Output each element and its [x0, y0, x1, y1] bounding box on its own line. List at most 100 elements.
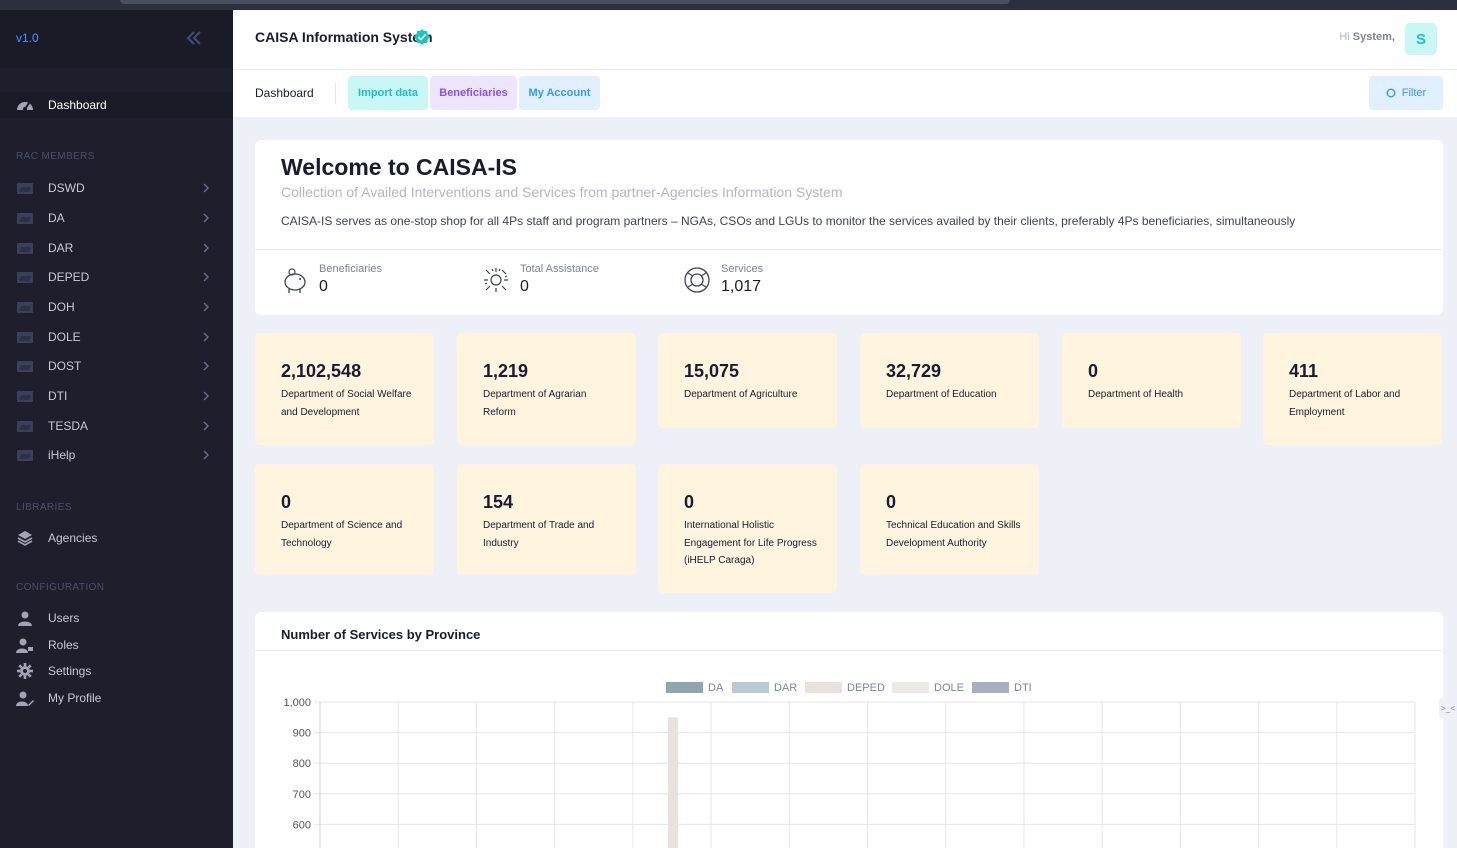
import-data-button[interactable]: Import data: [348, 76, 428, 110]
lifebuoy-icon: [684, 267, 710, 293]
piggy-bank-icon: [284, 268, 306, 293]
breadcrumb[interactable]: Dashboard: [255, 86, 314, 100]
sidebar-item-label: iHelp: [48, 448, 76, 462]
avatar[interactable]: S: [1405, 23, 1437, 55]
section-rac-members: RAC MEMBERS: [16, 151, 95, 162]
sidebar-item-dti[interactable]: DTI: [0, 383, 233, 409]
section-libraries: LIBRARIES: [16, 502, 72, 513]
sidebar-item-agencies[interactable]: Agencies: [0, 525, 233, 551]
sidebar-item-roles[interactable]: Roles: [0, 632, 233, 658]
flag-icon: [16, 447, 34, 463]
filter-label: Filter: [1401, 87, 1427, 99]
flag-icon: [16, 269, 34, 285]
y-tick-label: 900: [293, 728, 311, 740]
gear-icon: [16, 663, 34, 679]
stat-value: 0: [319, 278, 328, 295]
sidebar-item-dar[interactable]: DAR: [0, 235, 233, 261]
agency-card-dole[interactable]: 411 Department of Labor and Employment: [1263, 333, 1442, 445]
agency-card-tesda[interactable]: 0 Technical Education and Skills Develop…: [860, 464, 1039, 575]
gauge-icon: [16, 97, 34, 113]
sidebar-item-ihelp[interactable]: iHelp: [0, 442, 233, 468]
layers-icon: [16, 530, 34, 546]
stat-label: Beneficiaries: [319, 263, 382, 275]
sidebar-item-label: DEPED: [48, 270, 90, 284]
agency-card-doh[interactable]: 0 Department of Health: [1062, 333, 1241, 428]
divider: [255, 650, 1443, 651]
my-account-button[interactable]: My Account: [519, 76, 600, 110]
welcome-subtitle: Collection of Availed Interventions and …: [281, 184, 843, 200]
sidebar-item-label: DTI: [48, 389, 68, 403]
sidebar-item-deped[interactable]: DEPED: [0, 264, 233, 290]
sidebar: v1.0 Dashboard RAC MEMBERS DSWD DA DAR D…: [0, 10, 233, 848]
agency-name: Technical Education and Skills Developme…: [886, 520, 1021, 549]
sidebar-item-da[interactable]: DA: [0, 205, 233, 231]
chevron-right-icon: [203, 391, 209, 401]
flag-icon: [16, 358, 34, 374]
legend-label: DAR: [774, 682, 797, 694]
sidebar-item-label: Dashboard: [48, 98, 107, 112]
flag-icon: [16, 240, 34, 256]
y-tick-label: 600: [293, 819, 311, 831]
agency-card-dar[interactable]: 1,219 Department of Agrarian Reform: [457, 333, 636, 445]
sidebar-item-dost[interactable]: DOST: [0, 353, 233, 379]
legend-label: DA: [708, 682, 724, 694]
sidebar-item-label: Settings: [48, 664, 92, 678]
y-tick-label: 800: [293, 758, 311, 770]
sidebar-item-settings[interactable]: Settings: [0, 658, 233, 684]
chevron-right-icon: [203, 272, 209, 282]
user-icon: [16, 610, 34, 626]
verified-badge-icon: [414, 29, 430, 45]
legend-swatch: [892, 682, 929, 693]
sidebar-item-dswd[interactable]: DSWD: [0, 175, 233, 201]
sidebar-item-dole[interactable]: DOLE: [0, 324, 233, 350]
top-header: CAISA Information System Hi System, S: [233, 10, 1457, 70]
agency-count: 32,729: [886, 361, 942, 381]
agency-count: 0: [281, 492, 292, 512]
services-chart: DA DAR DEPED DOLE DTI 1,000 900 800 700 600: [283, 682, 1416, 848]
agency-card-deped[interactable]: 32,729 Department of Education: [860, 333, 1039, 428]
agency-count: 0: [1088, 361, 1099, 381]
legend-swatch: [805, 682, 842, 693]
sidebar-item-label: DOST: [48, 359, 82, 373]
sidebar-item-users[interactable]: Users: [0, 605, 233, 631]
agency-name: Department of Agriculture: [684, 389, 798, 400]
agency-name: Department of Trade and Industry: [483, 520, 595, 549]
sidebar-item-dashboard[interactable]: Dashboard: [0, 92, 233, 118]
agency-count: 154: [483, 492, 514, 512]
app-title: CAISA Information System: [255, 29, 433, 45]
divider: [255, 249, 1443, 250]
user-greeting: Hi System,: [1339, 31, 1395, 43]
agency-name: Department of Agrarian Reform: [483, 389, 587, 418]
sidebar-item-label: TESDA: [48, 419, 89, 433]
stat-label: Services: [721, 263, 764, 275]
confetti-icon: [484, 268, 508, 292]
sidebar-item-tesda[interactable]: TESDA: [0, 413, 233, 439]
agency-card-dswd[interactable]: 2,102,548 Department of Social Welfare a…: [255, 333, 434, 445]
legend-label: DEPED: [847, 682, 885, 694]
beneficiaries-button[interactable]: Beneficiaries: [430, 76, 517, 110]
sidebar-item-my-profile[interactable]: My Profile: [0, 685, 233, 711]
welcome-card: Welcome to CAISA-IS Collection of Availe…: [255, 140, 1443, 315]
sidebar-item-label: My Profile: [48, 691, 102, 705]
sidebar-item-doh[interactable]: DOH: [0, 294, 233, 320]
agency-card-dti[interactable]: 154 Department of Trade and Industry: [457, 464, 636, 575]
side-toggle-icon[interactable]: >_<: [1439, 698, 1457, 718]
chevron-right-icon: [203, 243, 209, 253]
flag-icon: [16, 210, 34, 226]
legend-label: DOLE: [934, 682, 964, 694]
agency-count: 411: [1289, 361, 1319, 381]
agency-name: International Holistic Engagement for Li…: [684, 520, 817, 566]
sidebar-item-label: DA: [48, 211, 65, 225]
agency-card-dost[interactable]: 0 Department of Science and Technology: [255, 464, 434, 575]
version-label: v1.0: [16, 31, 39, 45]
sidebar-header: v1.0: [0, 10, 233, 68]
legend-swatch: [666, 682, 703, 693]
filter-button[interactable]: Filter: [1369, 76, 1443, 110]
user-tag-icon: [16, 637, 34, 653]
agency-card-ihelp[interactable]: 0 International Holistic Engagement for …: [658, 464, 837, 593]
divider: [335, 82, 336, 104]
collapse-sidebar-icon[interactable]: [185, 28, 203, 48]
chevron-right-icon: [203, 213, 209, 223]
chart-title: Number of Services by Province: [281, 627, 481, 642]
agency-card-da[interactable]: 15,075 Department of Agriculture: [658, 333, 837, 428]
